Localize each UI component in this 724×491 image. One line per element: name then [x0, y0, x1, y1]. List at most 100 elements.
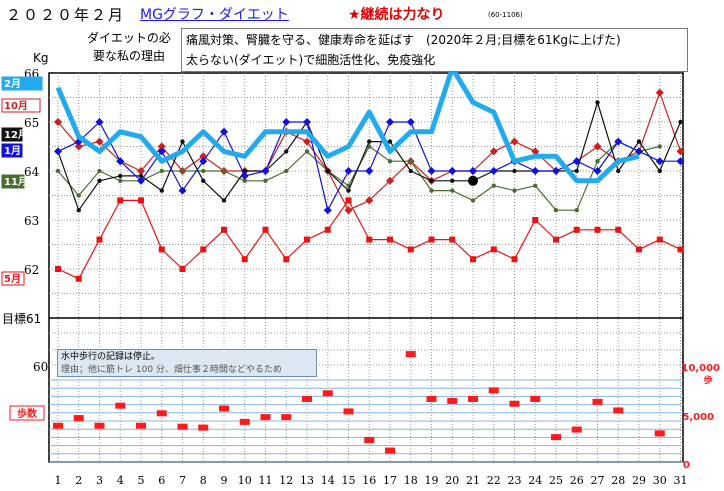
- series-point: [656, 89, 664, 97]
- note-box: 水中歩行の記録は停止。 理由；他に筋トレ 100 分、畑仕事２時間などやるため: [57, 349, 317, 377]
- step-mark: [198, 425, 208, 431]
- note-line1: 水中歩行の記録は停止。: [61, 351, 313, 364]
- series-point: [365, 167, 373, 175]
- series-point: [450, 188, 454, 192]
- series-point: [448, 167, 456, 175]
- series-point: [179, 187, 187, 195]
- step-mark: [157, 410, 167, 416]
- x-tick-label: 1: [55, 474, 62, 487]
- legend-tag-label: 2月: [4, 78, 21, 90]
- series-point: [574, 227, 580, 233]
- series-point: [366, 237, 372, 243]
- series-point: [241, 172, 249, 180]
- series-point: [345, 167, 353, 175]
- x-tick-label: 29: [632, 474, 646, 487]
- step-mark: [510, 401, 520, 407]
- x-tick-label: 18: [404, 474, 418, 487]
- x-tick-label: 20: [445, 474, 459, 487]
- x-tick-label: 10: [238, 474, 252, 487]
- motto-text: ★継続は力なり: [348, 4, 445, 24]
- x-tick-label: 11: [259, 474, 273, 487]
- x-tick-label: 12: [279, 474, 293, 487]
- series-point: [118, 179, 122, 183]
- series-point: [242, 256, 248, 262]
- x-tick-label: 31: [674, 474, 688, 487]
- series-point: [658, 144, 662, 148]
- series-point: [678, 246, 684, 252]
- series-point: [160, 169, 164, 173]
- series-point: [77, 193, 81, 197]
- step-mark: [593, 399, 603, 405]
- series-point: [117, 197, 123, 203]
- x-tick-label: 19: [425, 474, 439, 487]
- step-mark: [136, 423, 146, 429]
- step-tick-label: 0: [683, 460, 690, 471]
- x-tick-label: 8: [200, 474, 207, 487]
- step-mark: [240, 419, 250, 425]
- step-mark: [385, 448, 395, 454]
- step-mark: [468, 396, 478, 402]
- legend-tag-label: 10月: [4, 100, 28, 112]
- highlight-marker: [468, 176, 478, 186]
- reason-box: 痛風対策、腎臓を守る、健康寿命を延ばす (2020年２月;目標を61Kgに上げた…: [181, 28, 688, 72]
- x-tick-label: 4: [117, 474, 124, 487]
- step-mark: [364, 437, 374, 443]
- x-tick-label: 22: [487, 474, 501, 487]
- x-tick-label: 3: [96, 474, 103, 487]
- step-mark: [115, 403, 125, 409]
- x-tick-label: 2: [75, 474, 82, 487]
- step-mark: [219, 406, 229, 412]
- step-tick-label: 5,000: [682, 412, 714, 423]
- step-mark: [655, 430, 665, 436]
- series-point: [532, 217, 538, 223]
- series-point: [429, 188, 433, 192]
- x-tick-label: 24: [528, 474, 542, 487]
- x-tick-label: 26: [570, 474, 584, 487]
- step-mark: [323, 390, 333, 396]
- series-point: [388, 159, 392, 163]
- step-mark: [406, 351, 416, 357]
- step-mark: [530, 396, 540, 402]
- series-point: [159, 246, 165, 252]
- step-mark: [613, 407, 623, 413]
- series-point: [553, 237, 559, 243]
- step-mark: [281, 414, 291, 420]
- series-point: [616, 169, 620, 173]
- series-point: [180, 169, 184, 173]
- series-point: [76, 276, 82, 282]
- series-point: [450, 179, 454, 183]
- series-point: [595, 227, 601, 233]
- series-point: [324, 206, 332, 214]
- series-point: [573, 157, 581, 165]
- series-point: [221, 227, 227, 233]
- y-tick-label: 63: [24, 214, 39, 228]
- x-tick-label: 13: [300, 474, 314, 487]
- series-point: [54, 147, 62, 155]
- step-mark: [74, 415, 84, 421]
- x-tick-label: 17: [383, 474, 397, 487]
- legend-tag-label: 1月: [4, 145, 21, 157]
- step-mark: [302, 396, 312, 402]
- x-tick-label: 21: [466, 474, 480, 487]
- series-point: [305, 149, 309, 153]
- series-point: [55, 266, 61, 272]
- series-point: [201, 169, 205, 173]
- series-point: [56, 169, 60, 173]
- series-point: [658, 169, 662, 173]
- series-point: [657, 237, 663, 243]
- series-point: [284, 169, 288, 173]
- series-point: [180, 266, 186, 272]
- series-point: [470, 256, 476, 262]
- graph-title-link[interactable]: MGグラフ・ダイエット: [140, 4, 289, 24]
- series-point: [471, 198, 475, 202]
- series-point: [615, 227, 621, 233]
- note-line2: 理由；他に筋トレ 100 分、畑仕事２時間などやるため: [61, 364, 313, 377]
- series-point: [77, 208, 81, 212]
- series-point: [138, 197, 144, 203]
- series-point: [678, 120, 682, 124]
- series-point: [429, 179, 433, 183]
- series-point: [429, 237, 435, 243]
- series-point: [490, 167, 498, 175]
- series-point: [160, 188, 164, 192]
